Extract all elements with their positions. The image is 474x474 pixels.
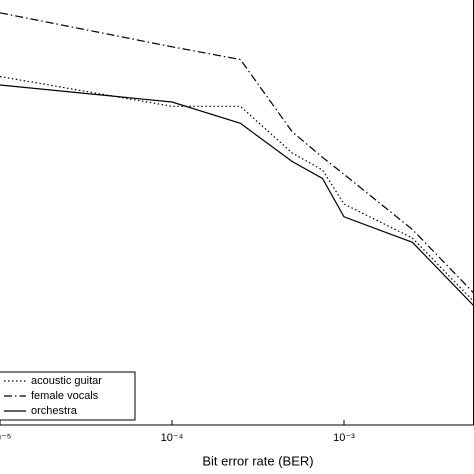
legend-label: orchestra bbox=[31, 405, 78, 417]
x-axis-label: Bit error rate (BER) bbox=[202, 453, 313, 468]
x-tick-label: 10⁻⁴ bbox=[161, 432, 184, 444]
x-tick-label: 10⁻³ bbox=[333, 432, 355, 444]
series-line bbox=[0, 12, 474, 294]
series-line bbox=[0, 84, 474, 307]
series-line bbox=[0, 75, 474, 303]
legend-label: acoustic guitar bbox=[31, 375, 102, 387]
x-tick-label: 10⁻⁵ bbox=[0, 432, 11, 444]
legend-label: female vocals bbox=[31, 390, 99, 402]
